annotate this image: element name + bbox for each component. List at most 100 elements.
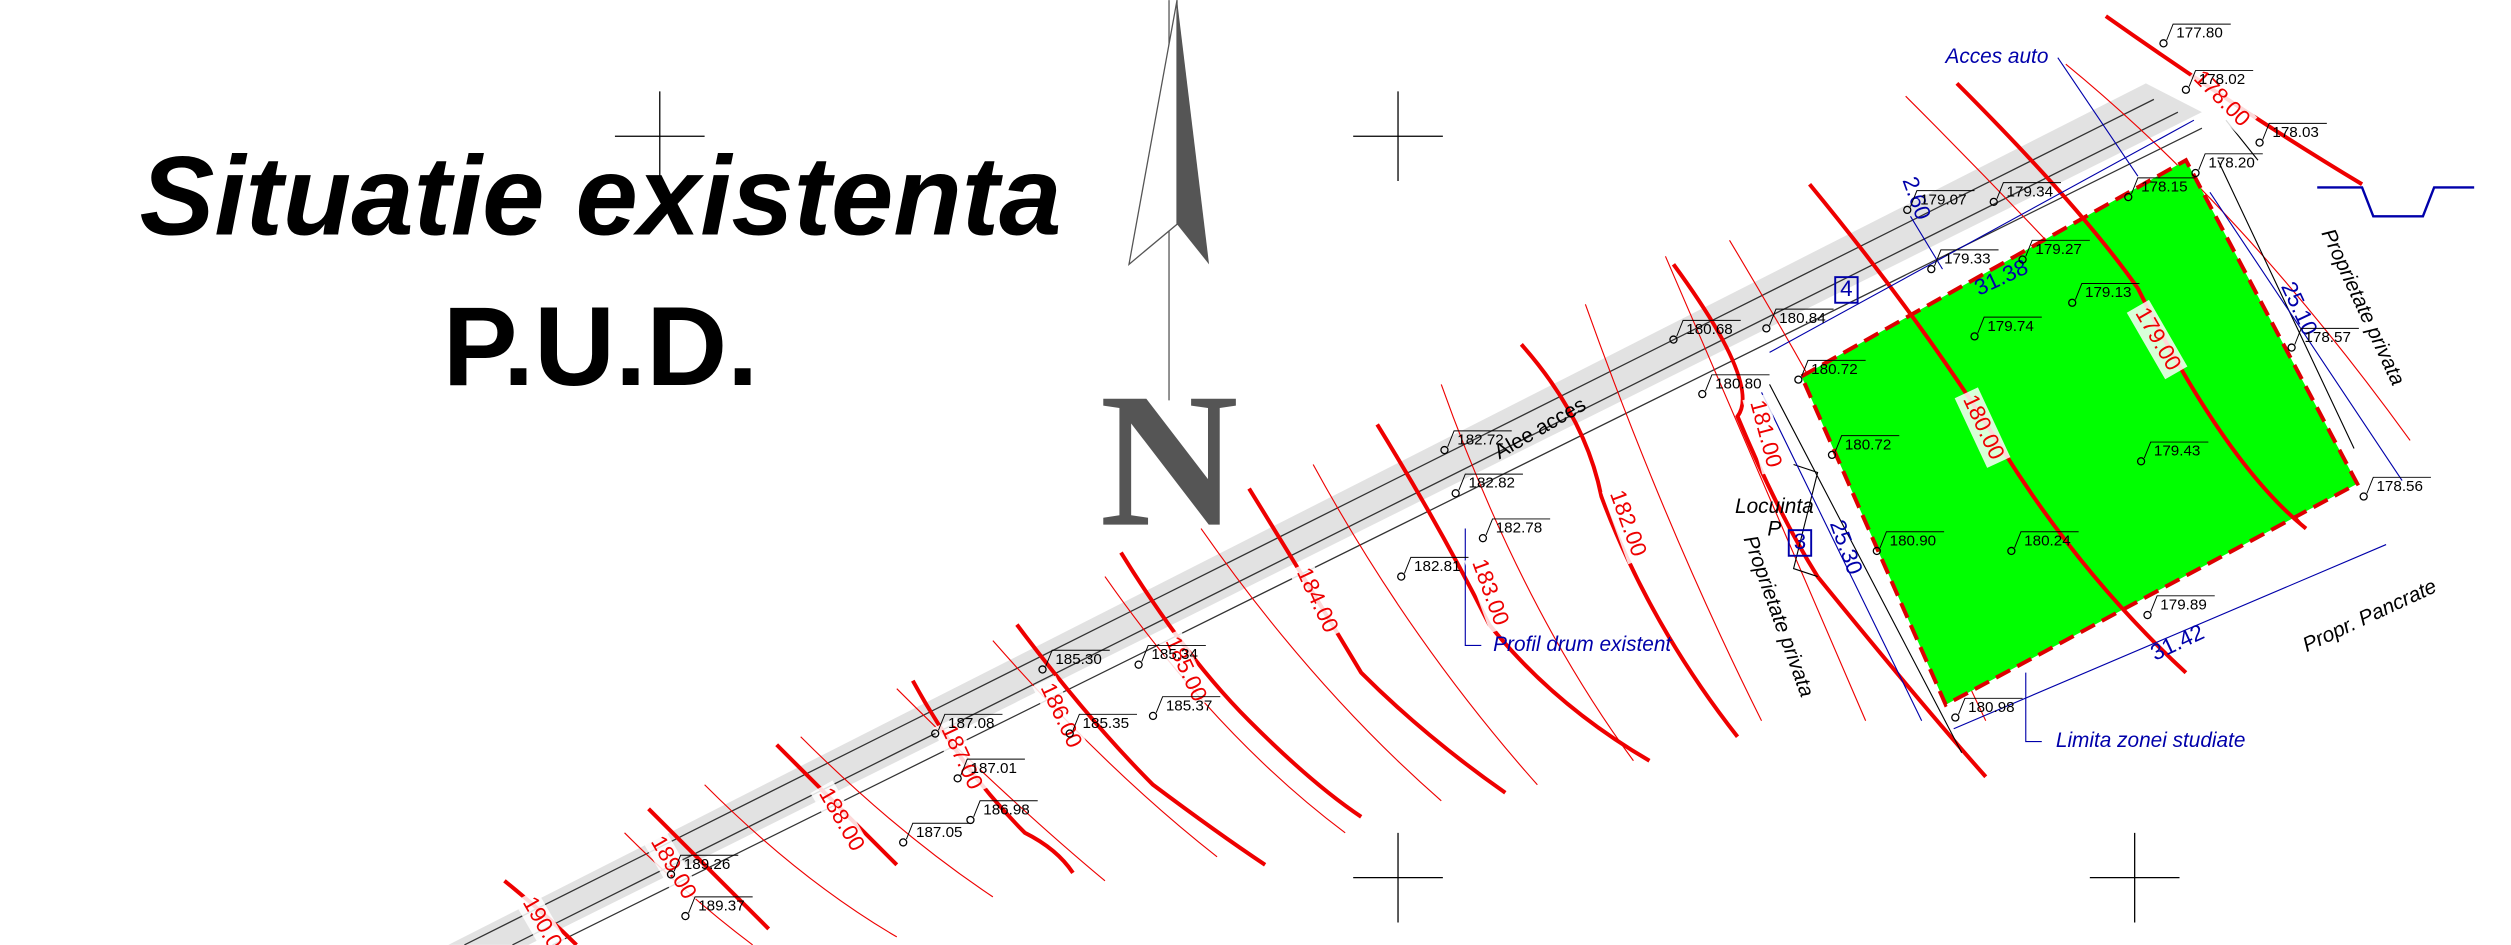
elevation-point xyxy=(2191,168,2200,178)
elevation: 178.56 xyxy=(2376,478,2423,495)
elevation-point xyxy=(2068,298,2077,307)
elevation: 179.27 xyxy=(2035,241,2082,258)
elevation-leader xyxy=(2366,476,2431,494)
elevation-leader xyxy=(2014,531,2079,548)
elevation-point xyxy=(1903,205,1912,215)
contour-label-bg xyxy=(1464,552,1515,634)
elevation: 178.02 xyxy=(2199,71,2246,88)
label: Acces auto xyxy=(1944,45,2049,68)
elevation: 179.07 xyxy=(1920,191,1967,208)
elevation: 180.68 xyxy=(1686,321,1733,338)
elevation-leader xyxy=(1072,713,1137,731)
contour-label-bg xyxy=(1742,393,1788,475)
elevation: 180.84 xyxy=(1779,310,1826,327)
elevation-leader xyxy=(2198,153,2263,171)
elevation-leader xyxy=(1447,430,1512,448)
elevation-point xyxy=(1451,489,1460,498)
elevation-point xyxy=(1970,332,1979,341)
elevation-point xyxy=(966,815,975,825)
elevation-leader xyxy=(1045,649,1110,667)
elevation-point xyxy=(2287,343,2296,352)
label: 4 xyxy=(1840,276,1852,301)
title: Situatie existenta xyxy=(140,134,1062,259)
contour-label-bg xyxy=(514,889,575,945)
elevation-leader xyxy=(688,896,753,914)
elevation: 185.35 xyxy=(1083,715,1130,732)
elevation-leader xyxy=(905,822,971,840)
elevation-point xyxy=(1698,389,1707,399)
label: Limita zonei studiate xyxy=(2056,729,2246,752)
elevation: 180.72 xyxy=(1811,361,1858,378)
dimension: 31.42 xyxy=(2147,619,2208,665)
elevation-point xyxy=(899,838,908,847)
elevation: 182.82 xyxy=(1468,475,1515,492)
label-box xyxy=(1834,276,1859,304)
elevation-leader xyxy=(1403,556,1469,574)
elevation-point xyxy=(1827,450,1837,460)
contour-label-bg xyxy=(2184,63,2258,136)
elevation: 178.57 xyxy=(2304,329,2351,346)
elevation-point xyxy=(1148,711,1158,721)
label: Locuinta xyxy=(1735,495,1814,518)
elevation-point xyxy=(2018,255,2027,264)
elevation-leader xyxy=(1769,308,1834,326)
label: Proprietate privata xyxy=(2317,225,2410,389)
elevation: 187.08 xyxy=(948,715,995,732)
elevation-leader xyxy=(1458,473,1523,491)
elevation: 180.90 xyxy=(1890,532,1937,549)
elevation-leader xyxy=(2131,177,2196,195)
north-arrow xyxy=(1128,0,1210,401)
elevation-leader xyxy=(1934,249,1999,267)
elevation-point xyxy=(1134,660,1143,669)
elevation: 180.24 xyxy=(2024,532,2071,549)
elevation-leader xyxy=(2294,327,2359,345)
study-area xyxy=(1799,157,2360,708)
elevation: 178.20 xyxy=(2208,154,2255,171)
elevation: 179.33 xyxy=(1944,251,1991,268)
contour-label-bg xyxy=(1288,560,1345,641)
elevation-leader xyxy=(1155,696,1221,713)
elevation-point xyxy=(2124,192,2133,202)
elevation-point xyxy=(2143,610,2152,620)
elevation: 178.15 xyxy=(2141,178,2188,195)
elevation: 178.03 xyxy=(2272,124,2319,141)
contour-label-bg xyxy=(1032,675,1088,757)
elevation-point xyxy=(1762,324,1771,333)
elevation-leader xyxy=(973,800,1038,817)
elevation-point xyxy=(1989,197,1998,207)
elevation: 187.01 xyxy=(970,760,1017,777)
contour-label-bg xyxy=(932,717,989,798)
elevation-leader xyxy=(1879,531,1945,548)
section-symbol xyxy=(2317,186,2475,218)
elevation: 182.81 xyxy=(1414,558,1461,575)
contour-label: 184.00 xyxy=(1292,564,1344,637)
elevation-point xyxy=(2255,138,2264,147)
elevation-leader xyxy=(960,758,1025,776)
elevation-point xyxy=(1065,729,1074,738)
elevation: 185.37 xyxy=(1166,697,1213,714)
elevation-leader xyxy=(2188,70,2254,87)
label: P xyxy=(1767,518,1781,541)
elevation-leader xyxy=(1801,359,1866,377)
contour-label-bg xyxy=(2126,299,2188,380)
elevation-point xyxy=(1397,572,1406,581)
elevation-leader xyxy=(937,713,1003,731)
elevation-point xyxy=(1872,546,1882,556)
elevation-point xyxy=(2007,546,2016,556)
elevation: 180.80 xyxy=(1715,375,1762,392)
elevation: 182.72 xyxy=(1457,431,1504,448)
elevation-leader xyxy=(1977,316,2042,334)
elevation: 179.34 xyxy=(2007,183,2054,200)
elevation: 185.30 xyxy=(1055,651,1102,668)
contour-label-bg xyxy=(642,828,703,908)
label: 3 xyxy=(1794,529,1806,554)
elevation-point xyxy=(1038,665,1047,674)
dimension: 25.30 xyxy=(1825,517,1868,578)
contour-label-bg xyxy=(1157,629,1213,710)
elevation-point xyxy=(2159,39,2168,48)
elevation: 189.26 xyxy=(684,856,731,873)
elevation: 180.72 xyxy=(1845,436,1892,453)
elevation-leader xyxy=(2143,441,2209,459)
elevation-point xyxy=(2136,457,2146,466)
